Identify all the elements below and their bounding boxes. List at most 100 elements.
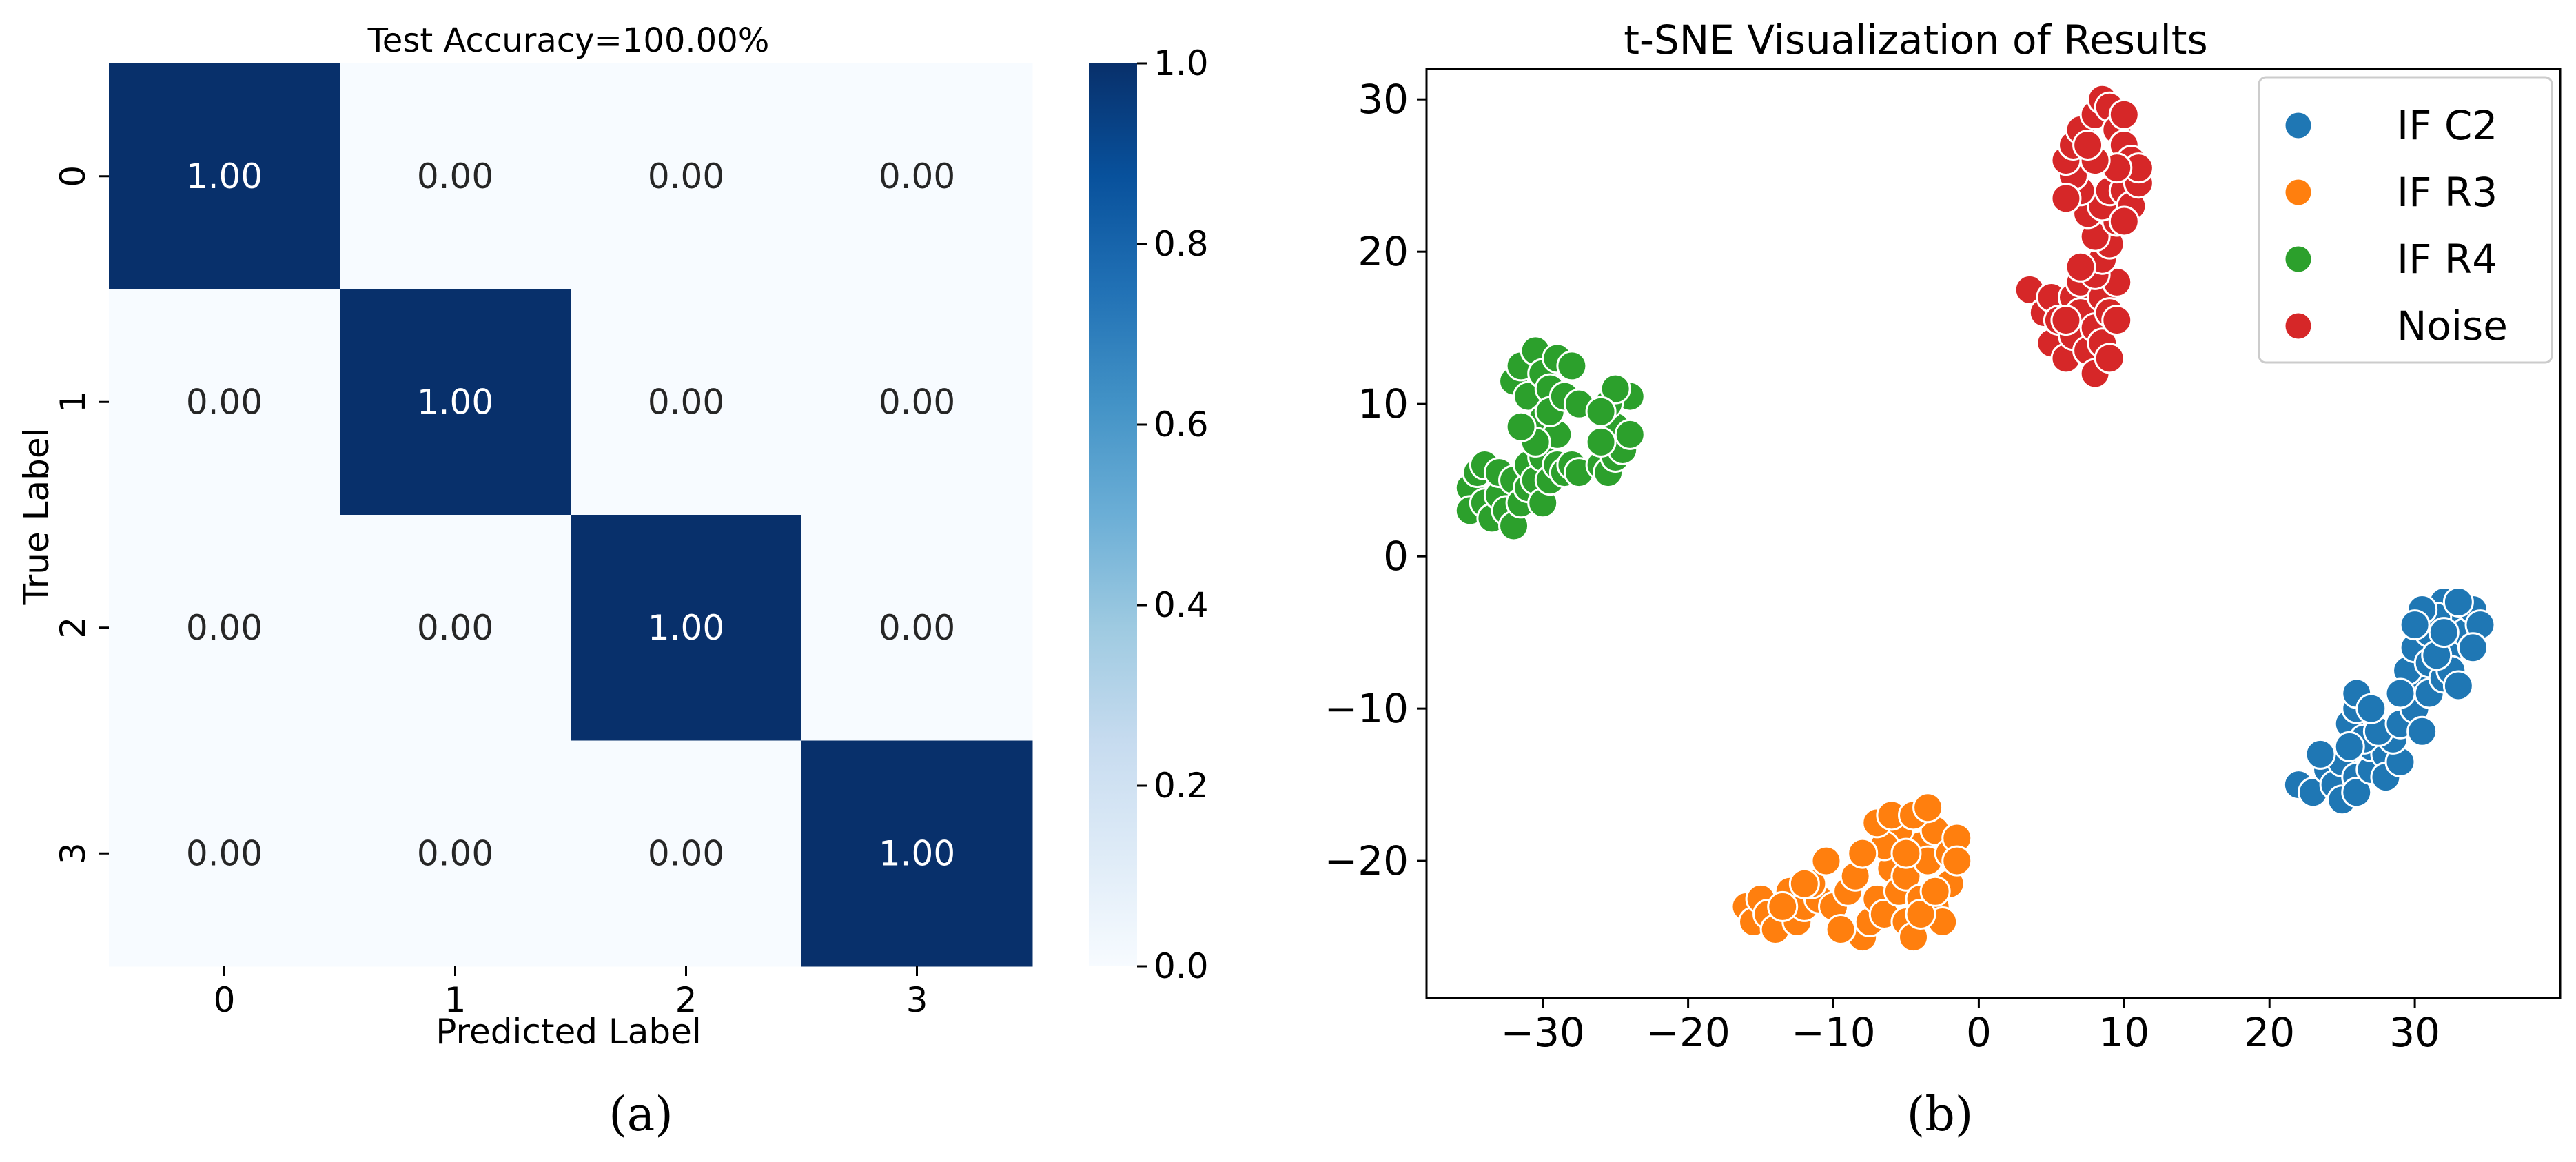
scatter-point-0-40 xyxy=(2399,609,2431,641)
colorbar-ticks: 0.0 0.2 0.4 0.6 0.8 1.0 xyxy=(1137,43,1209,986)
heatmap-y-ticks: 0 1 2 3 xyxy=(53,165,109,864)
heatmap-y-tick-3: 3 xyxy=(53,842,93,864)
heatmap-cell-1-2 xyxy=(571,289,802,516)
scatter-point-2-34 xyxy=(1556,350,1588,382)
colorbar-tick-4: 0.8 xyxy=(1154,224,1209,264)
heatmap-y-tick-2: 2 xyxy=(53,617,93,639)
scatter-title: t-SNE Visualization of Results xyxy=(1624,17,2208,63)
scatter-point-1-42 xyxy=(1767,890,1799,922)
heatmap-x-tick-2: 2 xyxy=(675,980,697,1020)
scatter-point-0-7 xyxy=(2341,777,2373,808)
heatmap-cell-2-1 xyxy=(340,515,571,741)
heatmap-cells xyxy=(109,63,1033,967)
heatmap-cell-label-0-1: 0.00 xyxy=(417,156,493,196)
legend-marker-1 xyxy=(2283,177,2313,207)
heatmap-cell-3-2 xyxy=(571,740,802,967)
heatmap-cell-label-3-3: 1.00 xyxy=(879,833,955,873)
heatmap-cell-2-3 xyxy=(801,515,1033,741)
heatmap-cell-1-1 xyxy=(340,289,571,516)
scatter-point-0-45 xyxy=(2355,693,2387,724)
heatmap-y-axis-label: True Label xyxy=(17,428,57,606)
scatter-point-1-45 xyxy=(1890,837,1922,869)
heatmap-cell-label-1-0: 0.00 xyxy=(186,382,263,422)
heatmap-cell-0-1 xyxy=(340,63,571,289)
heatmap-cell-label-0-2: 0.00 xyxy=(648,156,724,196)
scatter-series-if-r3 xyxy=(1730,792,1973,953)
scatter-y-ticks: −20 −10 0 10 20 30 xyxy=(1325,76,1427,884)
scatter-y-tick-0: −20 xyxy=(1325,837,1409,884)
heatmap-title: Test Accuracy=100.00% xyxy=(367,21,770,60)
scatter-x-tick-6: 30 xyxy=(2389,1009,2440,1056)
heatmap-cell-3-3 xyxy=(801,740,1033,967)
scatter-x-tick-5: 20 xyxy=(2244,1009,2295,1056)
heatmap-cell-labels: 1.00 0.00 0.00 0.00 0.00 1.00 0.00 0.00 0.00 0.00… xyxy=(186,156,955,874)
scatter-point-1-43 xyxy=(1788,868,1820,899)
scatter-point-3-49 xyxy=(2065,251,2096,283)
heatmap-cell-1-0 xyxy=(109,289,340,516)
heatmap-cell-label-2-3: 0.00 xyxy=(879,608,955,648)
scatter-series-if-r4 xyxy=(1454,335,1646,542)
heatmap-cell-label-2-0: 0.00 xyxy=(186,608,263,648)
scatter-x-tick-2: −10 xyxy=(1791,1009,1875,1056)
legend-marker-2 xyxy=(2283,244,2313,274)
scatter-x-ticks: −30 −20 −10 0 10 20 30 xyxy=(1501,998,2440,1056)
heatmap-x-tick-1: 1 xyxy=(444,980,467,1020)
scatter-point-2-45 xyxy=(1599,373,1631,405)
heatmap-y-tick-1: 1 xyxy=(53,391,93,413)
colorbar-tick-3: 0.6 xyxy=(1154,405,1209,445)
scatter-point-2-46 xyxy=(1585,396,1617,427)
heatmap-cell-label-1-1: 1.00 xyxy=(417,382,493,422)
scatter-plot-area xyxy=(1425,68,2562,999)
scatter-point-0-47 xyxy=(2406,715,2438,747)
scatter-point-3-47 xyxy=(2108,99,2140,130)
colorbar-tick-1: 0.2 xyxy=(1154,766,1209,806)
heatmap-cell-2-2 xyxy=(571,515,802,741)
scatter-point-1-41 xyxy=(1825,914,1857,946)
scatter-points xyxy=(1454,83,2496,953)
scatter-point-3-17 xyxy=(2101,305,2133,336)
scatter-x-tick-0: −30 xyxy=(1501,1009,1585,1056)
panel-label-b: (b) xyxy=(1907,1088,1974,1142)
heatmap-cell-label-3-2: 0.00 xyxy=(648,833,724,873)
scatter-point-1-10 xyxy=(1810,845,1842,877)
scatter-x-tick-3: 0 xyxy=(1966,1009,1992,1056)
scatter-point-0-8 xyxy=(2304,738,2336,770)
scatter-legend: IF C2 IF R3 IF R4 Noise xyxy=(2258,76,2553,364)
heatmap-cell-0-0 xyxy=(109,63,340,289)
scatter-point-2-36 xyxy=(1505,411,1537,442)
colorbar-tick-2: 0.4 xyxy=(1154,585,1209,625)
scatter-point-2-42 xyxy=(1614,418,1646,450)
heatmap-x-tick-3: 3 xyxy=(906,980,928,1020)
scatter-point-3-46 xyxy=(2072,129,2104,161)
legend-label-2: IF R4 xyxy=(2397,236,2497,283)
heatmap-cell-label-1-3: 0.00 xyxy=(879,382,955,422)
scatter-x-tick-1: −20 xyxy=(1646,1009,1730,1056)
scatter-y-tick-2: 0 xyxy=(1383,533,1409,580)
colorbar-tick-0: 0.0 xyxy=(1154,946,1209,986)
legend-entries: IF C2 IF R3 IF R4 Noise xyxy=(2283,102,2508,349)
heatmap-cell-0-2 xyxy=(571,63,802,289)
scatter-y-tick-5: 30 xyxy=(1358,76,1409,123)
heatmap-cell-label-2-1: 0.00 xyxy=(417,608,493,648)
scatter-point-3-30 xyxy=(2108,205,2140,237)
tsne-panel: t-SNE Visualization of Results −30 −20 −10… xyxy=(1325,17,2562,1142)
heatmap-cell-label-0-0: 1.00 xyxy=(186,156,263,196)
scatter-point-1-38 xyxy=(1847,837,1879,869)
scatter-series-if-c2 xyxy=(2282,586,2496,816)
heatmap-y-tick-0: 0 xyxy=(53,165,93,187)
heatmap-cell-label-3-0: 0.00 xyxy=(186,833,263,873)
heatmap-x-tick-0: 0 xyxy=(214,980,236,1020)
heatmap-cell-2-0 xyxy=(109,515,340,741)
scatter-point-3-16 xyxy=(2094,343,2125,374)
legend-frame xyxy=(2258,76,2553,364)
scatter-point-2-47 xyxy=(1585,426,1617,458)
scatter-y-tick-4: 20 xyxy=(1358,228,1409,275)
heatmap-x-ticks: 0 1 2 3 xyxy=(214,966,928,1020)
scatter-point-1-40 xyxy=(1905,898,1936,930)
scatter-point-0-41 xyxy=(2457,632,2488,664)
scatter-point-0-38 xyxy=(2442,670,2474,702)
scatter-series-noise xyxy=(2014,83,2154,389)
heatmap-cell-1-3 xyxy=(801,289,1033,516)
scatter-point-0-18 xyxy=(2333,731,2365,762)
